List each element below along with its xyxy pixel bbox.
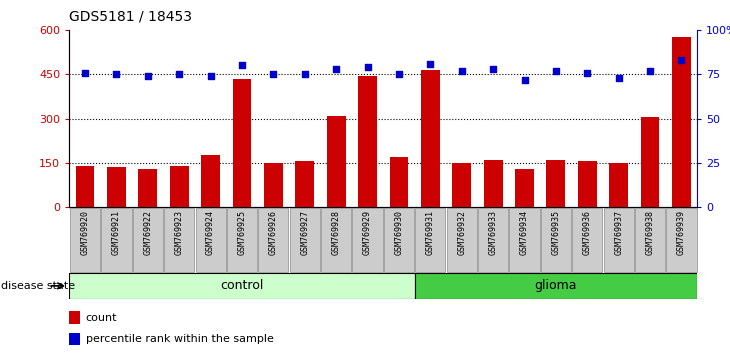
Bar [69,311,80,324]
Point [142,73,153,79]
Point [456,68,468,74]
Bar [69,332,80,345]
Text: GSM769921: GSM769921 [112,210,121,255]
FancyBboxPatch shape [321,208,351,272]
FancyBboxPatch shape [541,208,571,272]
Text: disease state: disease state [1,281,75,291]
FancyBboxPatch shape [415,208,445,272]
Point [488,66,499,72]
Point [644,68,656,74]
Text: percentile rank within the sample: percentile rank within the sample [86,334,274,344]
FancyBboxPatch shape [101,208,131,272]
Bar [641,117,659,207]
Point [612,75,624,81]
Bar [264,163,283,207]
FancyBboxPatch shape [635,208,665,272]
Point [361,64,373,70]
Text: GSM769934: GSM769934 [520,210,529,255]
Bar [296,161,314,207]
Bar [170,166,188,207]
FancyBboxPatch shape [353,208,383,272]
Text: GSM769925: GSM769925 [237,210,247,255]
Text: GSM769924: GSM769924 [206,210,215,255]
Text: glioma: glioma [534,279,577,292]
Point [173,72,185,77]
Bar [358,76,377,207]
Point [110,72,122,77]
Bar [453,163,471,207]
FancyBboxPatch shape [290,208,320,272]
Bar [76,166,94,207]
FancyBboxPatch shape [415,273,697,299]
Text: GSM769929: GSM769929 [363,210,372,255]
Text: GSM769939: GSM769939 [677,210,686,255]
FancyBboxPatch shape [258,208,288,272]
Text: GSM769922: GSM769922 [143,210,153,255]
Point [330,66,342,72]
FancyBboxPatch shape [666,208,696,272]
FancyBboxPatch shape [447,208,477,272]
FancyBboxPatch shape [69,273,415,299]
Text: GSM769931: GSM769931 [426,210,435,255]
Bar [484,160,502,207]
Text: GSM769933: GSM769933 [488,210,498,255]
Bar [610,164,628,207]
Point [518,77,530,82]
Point [236,63,247,68]
FancyBboxPatch shape [196,208,226,272]
Text: GSM769936: GSM769936 [583,210,592,255]
Point [393,72,404,77]
Text: GSM769937: GSM769937 [614,210,623,255]
Bar [547,160,565,207]
FancyBboxPatch shape [164,208,194,272]
Bar [139,169,157,207]
Point [675,57,687,63]
Text: count: count [86,313,118,323]
Point [204,73,216,79]
Point [79,70,91,75]
Text: control: control [220,279,264,292]
Bar [201,155,220,207]
Bar [107,167,126,207]
FancyBboxPatch shape [604,208,634,272]
Text: GDS5181 / 18453: GDS5181 / 18453 [69,9,192,23]
Bar [421,70,439,207]
Bar [578,161,596,207]
Text: GSM769938: GSM769938 [645,210,655,255]
Bar [233,79,251,207]
Point [267,72,279,77]
FancyBboxPatch shape [510,208,539,272]
Text: GSM769927: GSM769927 [300,210,310,255]
Bar [515,169,534,207]
FancyBboxPatch shape [478,208,508,272]
FancyBboxPatch shape [70,208,100,272]
Point [299,72,311,77]
Bar [327,116,345,207]
Point [550,68,562,74]
Point [581,70,593,75]
FancyBboxPatch shape [572,208,602,272]
Text: GSM769926: GSM769926 [269,210,278,255]
Bar [672,38,691,207]
FancyBboxPatch shape [227,208,257,272]
Bar [390,157,408,207]
FancyBboxPatch shape [384,208,414,272]
Text: GSM769932: GSM769932 [457,210,466,255]
Text: GSM769923: GSM769923 [174,210,184,255]
Text: GSM769928: GSM769928 [331,210,341,255]
Text: GSM769930: GSM769930 [394,210,404,255]
Point [425,61,437,67]
FancyBboxPatch shape [133,208,163,272]
Text: GSM769920: GSM769920 [80,210,90,255]
Text: GSM769935: GSM769935 [551,210,561,255]
